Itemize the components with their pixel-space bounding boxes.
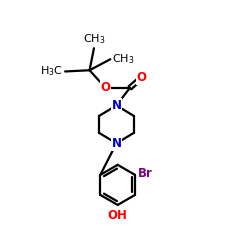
- Text: Br: Br: [138, 167, 153, 180]
- Text: OH: OH: [108, 209, 128, 222]
- Text: N: N: [112, 137, 122, 150]
- Text: N: N: [112, 99, 122, 112]
- Text: O: O: [136, 71, 146, 84]
- Text: O: O: [100, 81, 110, 94]
- Text: H$_3$C: H$_3$C: [40, 64, 63, 78]
- Text: CH$_3$: CH$_3$: [112, 52, 135, 66]
- Text: CH$_3$: CH$_3$: [83, 32, 105, 46]
